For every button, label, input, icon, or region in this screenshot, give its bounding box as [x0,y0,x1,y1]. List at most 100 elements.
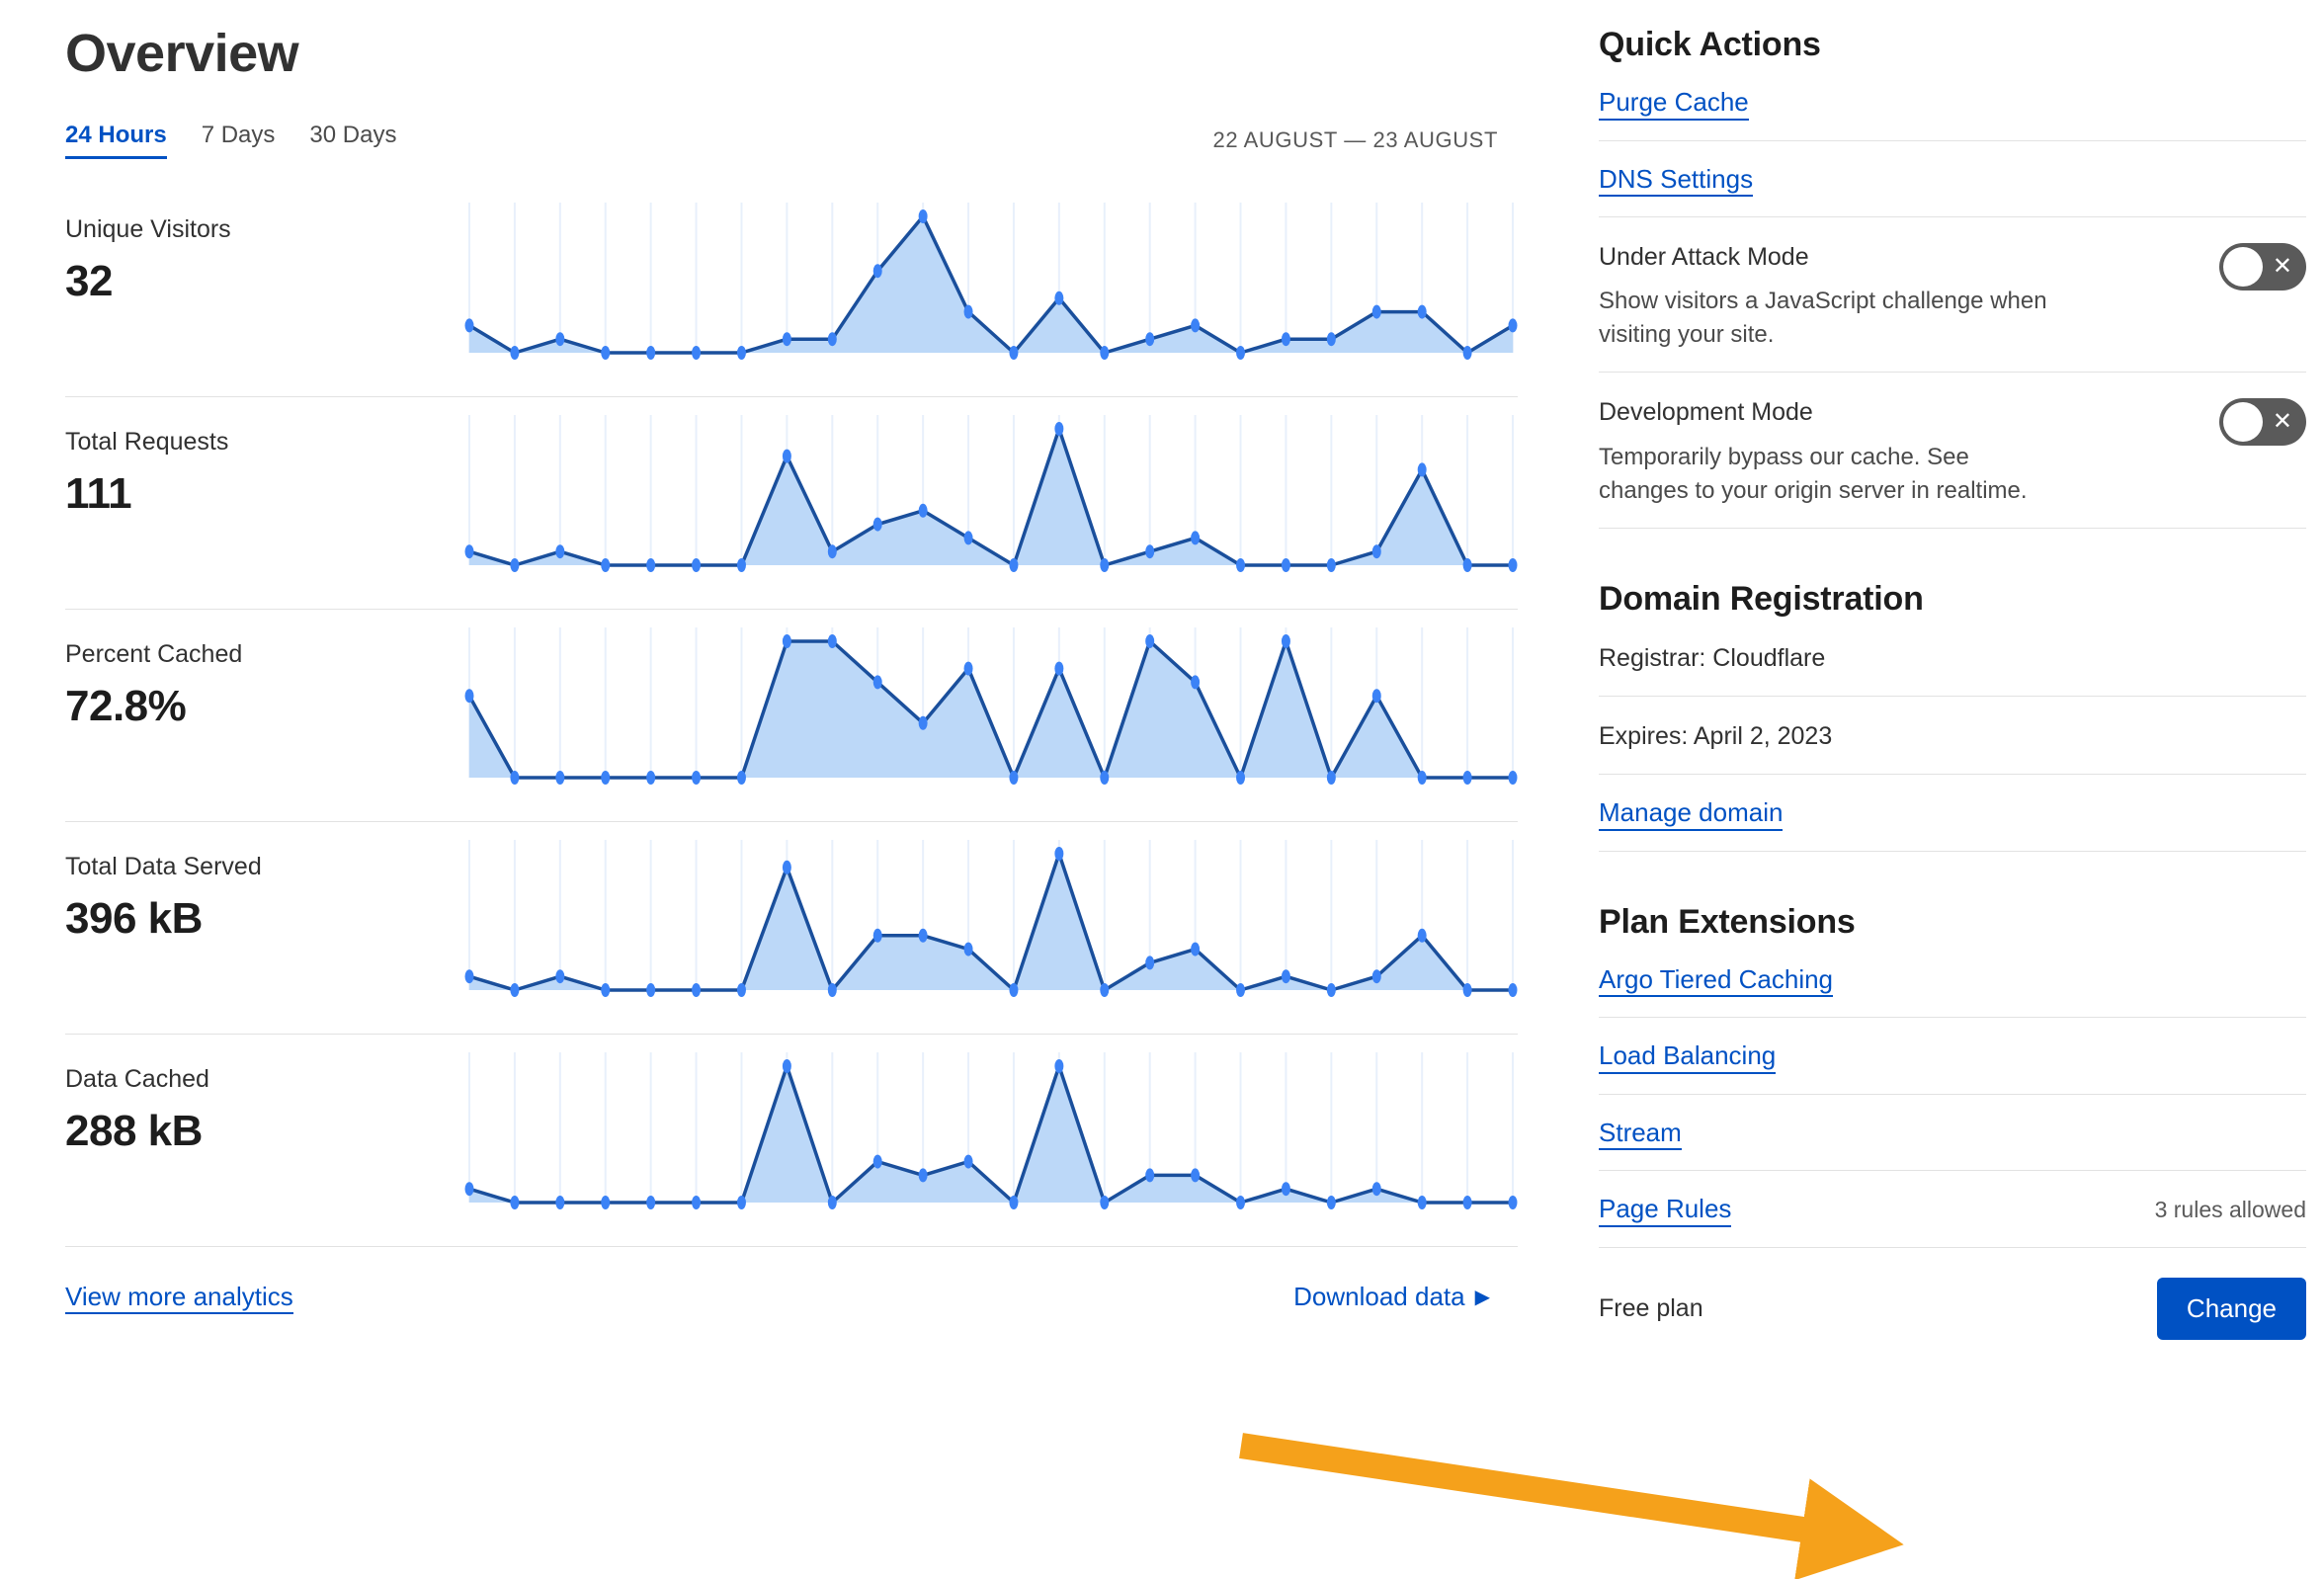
sparkline-point[interactable] [1236,345,1246,360]
sparkline-point[interactable] [963,942,973,956]
sparkline-point[interactable] [782,1058,791,1073]
sparkline-point[interactable] [1281,968,1290,983]
sparkline-point[interactable] [1508,982,1518,997]
sparkline-point[interactable] [601,557,611,572]
purge-cache-link[interactable]: Purge Cache [1599,86,1749,121]
sparkline-point[interactable] [918,928,928,943]
sparkline-point[interactable] [1054,1058,1064,1073]
sparkline-point[interactable] [1191,942,1201,956]
sparkline-point[interactable] [1100,770,1110,785]
sparkline-point[interactable] [872,517,882,532]
sparkline-point[interactable] [601,345,611,360]
sparkline-point[interactable] [1326,982,1336,997]
sparkline-point[interactable] [1236,1195,1246,1209]
sparkline-point[interactable] [1236,557,1246,572]
sparkline-point[interactable] [1462,1195,1472,1209]
sparkline-point[interactable] [963,304,973,319]
sparkline-point[interactable] [1371,1181,1381,1196]
sparkline-point[interactable] [1100,1195,1110,1209]
sparkline-point[interactable] [1100,557,1110,572]
sparkline-point[interactable] [555,770,565,785]
sparkline-point[interactable] [1417,928,1427,943]
sparkline-point[interactable] [872,928,882,943]
sparkline-point[interactable] [555,331,565,346]
sparkline-point[interactable] [736,770,746,785]
sparkline-point[interactable] [782,633,791,648]
sparkline-point[interactable] [555,543,565,558]
sparkline-point[interactable] [1281,633,1290,648]
sparkline-point[interactable] [1417,770,1427,785]
sparkline-point[interactable] [1462,345,1472,360]
sparkline-point[interactable] [646,982,656,997]
sparkline-point[interactable] [1054,291,1064,305]
stream-link[interactable]: Stream [1599,1117,1682,1151]
sparkline-point[interactable] [918,503,928,518]
sparkline-point[interactable] [1054,421,1064,436]
change-plan-button[interactable]: Change [2156,1277,2306,1340]
sparkline-point[interactable] [782,449,791,463]
sparkline-point[interactable] [1462,982,1472,997]
sparkline-point[interactable] [736,982,746,997]
sparkline-point[interactable] [601,1195,611,1209]
sparkline-point[interactable] [963,530,973,544]
sparkline-point[interactable] [1281,331,1290,346]
sparkline-point[interactable] [782,331,791,346]
sparkline-point[interactable] [736,345,746,360]
sparkline-point[interactable] [872,1154,882,1169]
manage-domain-link[interactable]: Manage domain [1599,796,1784,831]
sparkline-point[interactable] [510,345,520,360]
sparkline-point[interactable] [1191,674,1201,689]
sparkline-point[interactable] [1417,461,1427,476]
sparkline-point[interactable] [1281,557,1290,572]
sparkline-point[interactable] [1145,331,1155,346]
sparkline-point[interactable] [692,770,702,785]
sparkline-point[interactable] [1371,688,1381,703]
sparkline-point[interactable] [464,317,474,332]
sparkline-point[interactable] [736,557,746,572]
sparkline-point[interactable] [1100,345,1110,360]
sparkline-point[interactable] [1508,557,1518,572]
sparkline-point[interactable] [918,1167,928,1182]
sparkline-point[interactable] [646,1195,656,1209]
sparkline-point[interactable] [827,633,837,648]
sparkline-point[interactable] [1191,1167,1201,1182]
sparkline-point[interactable] [1054,661,1064,676]
sparkline-point[interactable] [1009,770,1019,785]
download-data-button[interactable]: Download data ▶ [1293,1282,1490,1312]
sparkline-point[interactable] [1508,317,1518,332]
sparkline-point[interactable] [692,982,702,997]
sparkline-point[interactable] [1145,1167,1155,1182]
tab-24-hours[interactable]: 24 Hours [65,122,167,159]
sparkline-point[interactable] [464,543,474,558]
sparkline-point[interactable] [601,770,611,785]
sparkline-point[interactable] [692,345,702,360]
load-balancing-link[interactable]: Load Balancing [1599,1039,1777,1074]
sparkline-point[interactable] [1417,1195,1427,1209]
development-mode-toggle[interactable]: ✕ [2219,398,2306,447]
sparkline-point[interactable] [1009,345,1019,360]
sparkline-point[interactable] [1417,304,1427,319]
sparkline-point[interactable] [1009,1195,1019,1209]
sparkline-point[interactable] [1462,770,1472,785]
tab-30-days[interactable]: 30 Days [309,121,397,148]
sparkline-point[interactable] [1281,1181,1290,1196]
sparkline-point[interactable] [646,770,656,785]
sparkline-point[interactable] [464,1181,474,1196]
sparkline-point[interactable] [1191,530,1201,544]
page-rules-link[interactable]: Page Rules [1599,1193,1732,1227]
sparkline-point[interactable] [555,1195,565,1209]
sparkline-point[interactable] [464,968,474,983]
sparkline-point[interactable] [963,1154,973,1169]
sparkline-point[interactable] [510,982,520,997]
sparkline-point[interactable] [827,543,837,558]
sparkline-point[interactable] [1326,331,1336,346]
sparkline-point[interactable] [872,674,882,689]
sparkline-point[interactable] [1236,770,1246,785]
sparkline-point[interactable] [692,1195,702,1209]
sparkline-point[interactable] [872,263,882,278]
sparkline-point[interactable] [1191,317,1201,332]
sparkline-point[interactable] [963,661,973,676]
sparkline-point[interactable] [827,982,837,997]
under-attack-mode-toggle[interactable]: ✕ [2219,243,2306,291]
sparkline-point[interactable] [601,982,611,997]
